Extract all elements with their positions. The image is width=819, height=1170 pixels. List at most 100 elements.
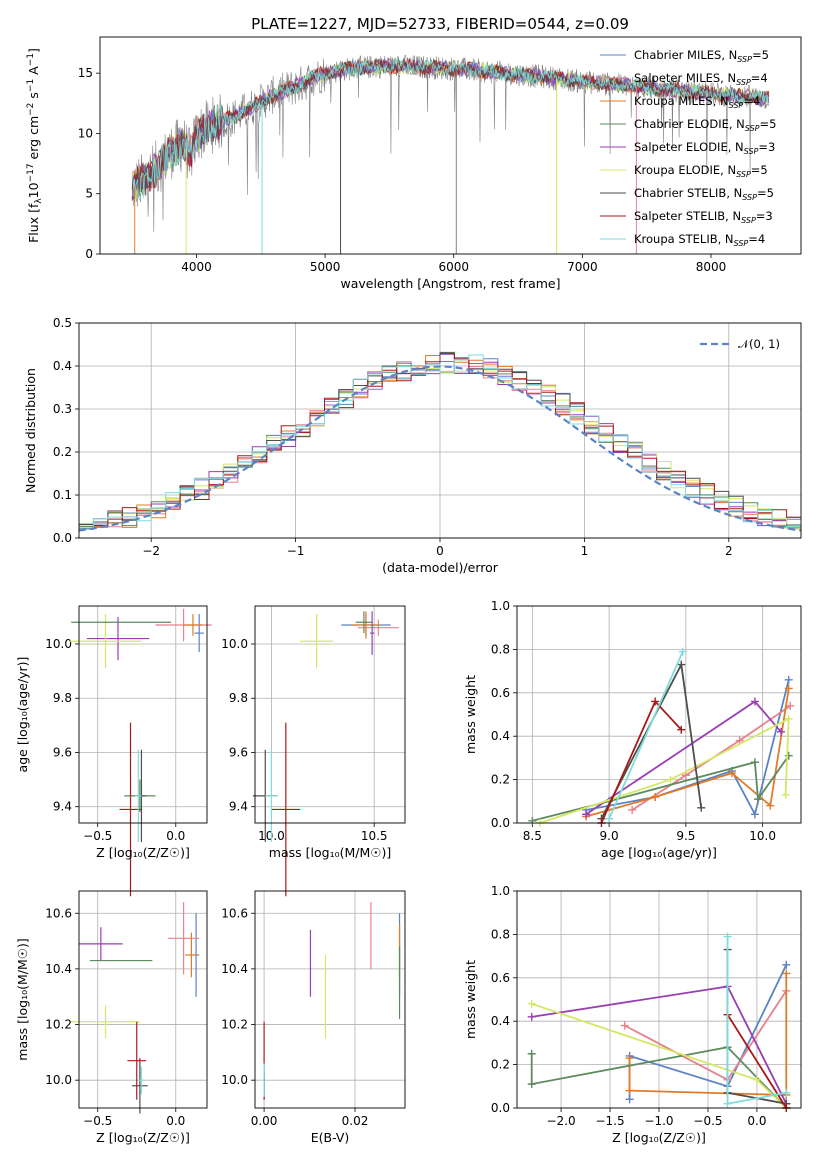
y-tick-label: 10.4 [221, 962, 248, 976]
x-tick-label: 5000 [310, 260, 341, 274]
weight-marker [677, 725, 686, 734]
y-tick-label: 0 [85, 247, 93, 261]
weight-marker [651, 697, 660, 706]
y-tick-label: 0.6 [491, 971, 510, 985]
age-vs-z-panel: −0.5 0.0 9.4 9.6 9.8 10.0 Z [log₁₀(Z/Z☉)] age [… [15, 605, 212, 897]
errorbar-point-kroupa_stelib [265, 749, 278, 842]
x-tick-label: 9.0 [600, 829, 619, 843]
y-axis-label: mass weight [463, 960, 478, 1039]
weight-marker [786, 701, 795, 710]
residuals-panel: −2 −1 0 1 2 0.0 0.1 0.2 0.3 0.4 0.5 (data-model)/er… [23, 316, 802, 575]
y-axis-label: age [log₁₀(age/yr)] [15, 657, 30, 773]
weight-series-kroupa_stelib [605, 647, 687, 823]
y-tick-label: 10.2 [45, 1018, 72, 1032]
x-tick-label: −1.0 [644, 1114, 673, 1128]
x-tick-label: 0.0 [747, 1114, 766, 1128]
x-tick-label: 7000 [567, 260, 598, 274]
figure-title: PLATE=1227, MJD=52733, FIBERID=0544, z=0… [251, 15, 629, 33]
y-axis-label: Normed distribution [23, 368, 38, 493]
errorbar-point-kroupa_miles [185, 932, 198, 978]
x-tick-label: −2 [142, 544, 160, 558]
errorbar-point-salpeter_miles [155, 608, 212, 642]
y-tick-label: 10.0 [45, 1073, 72, 1087]
errorbar-point-salpeter_miles [167, 902, 200, 975]
axes-frame [516, 605, 802, 824]
y-tick-label: 1.0 [491, 599, 510, 613]
y-tick-label: 9.8 [229, 691, 248, 705]
y-tick-label: 10.6 [221, 906, 248, 920]
x-axis-label: wavelength [Angstrom, rest frame] [340, 276, 560, 291]
errorbar-point-salpeter_miles [357, 619, 399, 636]
axes-frame [78, 890, 208, 1109]
weight-marker [527, 1049, 536, 1058]
weight-series-salpeter_miles [620, 986, 791, 1084]
errorbar-point-kroupa_elodie [69, 614, 142, 669]
errorbar-point-salpeter_elodie [86, 616, 150, 661]
spectrum-model-line-kroupa_stelib [131, 57, 770, 201]
legend-label: Chabrier MILES, NSSP=5 [634, 48, 769, 64]
x-tick-label: −0.5 [83, 1114, 112, 1128]
y-tick-label: 5 [85, 187, 93, 201]
weight-marker [625, 1095, 634, 1104]
axes-frame [78, 322, 802, 539]
weight-marker [527, 1080, 536, 1089]
x-tick-label: −2.0 [546, 1114, 575, 1128]
x-axis-label: mass [log₁₀(M/M☉)] [269, 845, 391, 860]
legend-label: Kroupa STELIB, NSSP=4 [634, 232, 765, 248]
weight-marker [628, 805, 637, 814]
histogram-kroupa_stelib [79, 354, 801, 530]
legend-label: Salpeter ELODIE, NSSP=3 [634, 140, 775, 156]
y-axis-label: mass weight [463, 675, 478, 754]
y-tick-label: 0.5 [53, 316, 72, 330]
y-tick-label: 9.6 [229, 745, 248, 759]
weight-marker [750, 697, 759, 706]
y-tick-label: 1.0 [491, 884, 510, 898]
weight-line [624, 990, 788, 1081]
y-tick-label: 0.0 [491, 816, 510, 830]
errorbar-point-kroupa_elodie [71, 1005, 140, 1039]
x-tick-label: 4000 [181, 260, 212, 274]
x-tick-label: 0.0 [166, 1114, 185, 1128]
errorbar-point-chabrier_stelib [132, 1057, 148, 1114]
weight-marker [766, 801, 775, 810]
weight-marker [727, 769, 736, 778]
y-tick-label: 0.3 [53, 402, 72, 416]
y-tick-label: 0.1 [53, 488, 72, 502]
legend-label: 𝒩(0, 1) [738, 337, 780, 351]
legend-label: Salpeter MILES, NSSP=4 [634, 71, 768, 87]
weight-marker [678, 647, 687, 656]
weight-marker [784, 751, 793, 760]
weight-marker [527, 999, 536, 1008]
weight-marker [528, 816, 537, 825]
y-tick-label: 0.2 [53, 445, 72, 459]
axes-frame [254, 605, 406, 824]
weight-marker [666, 775, 675, 784]
errorbar-point-salpeter_elodie [79, 927, 123, 961]
x-tick-label: 10.0 [749, 829, 776, 843]
weight-line [726, 1014, 788, 1109]
x-tick-label: −0.5 [83, 829, 112, 843]
x-tick-label: 0.02 [342, 1114, 369, 1128]
y-tick-label: 9.4 [229, 800, 248, 814]
errorbar-point-kroupa_miles [183, 614, 203, 636]
y-tick-label: 0.8 [491, 642, 510, 656]
x-axis-label: (data-model)/error [382, 560, 499, 575]
legend-label: Kroupa ELODIE, NSSP=5 [634, 163, 768, 179]
mass-vs-z-panel: −0.5 0.0 10.0 10.2 10.4 10.6 Z [log₁₀(Z/Z☉)] ma… [15, 890, 208, 1145]
x-tick-label: −1.5 [595, 1114, 624, 1128]
weight-marker [750, 810, 759, 819]
y-tick-label: 9.6 [53, 745, 72, 759]
weight-marker [777, 727, 786, 736]
axes-frame [78, 605, 208, 824]
weight-marker [582, 810, 591, 819]
axes-frame [516, 890, 802, 1109]
weight-line [539, 717, 790, 824]
y-tick-label: 0.2 [491, 773, 510, 787]
x-tick-label: 1 [581, 544, 589, 558]
errorbar-point-kroupa_elodie [300, 614, 334, 669]
x-tick-label: 8.5 [523, 829, 542, 843]
errorbar-point-kroupa_stelib [138, 1066, 145, 1095]
x-tick-label: −1 [287, 544, 305, 558]
weight-marker [651, 792, 660, 801]
